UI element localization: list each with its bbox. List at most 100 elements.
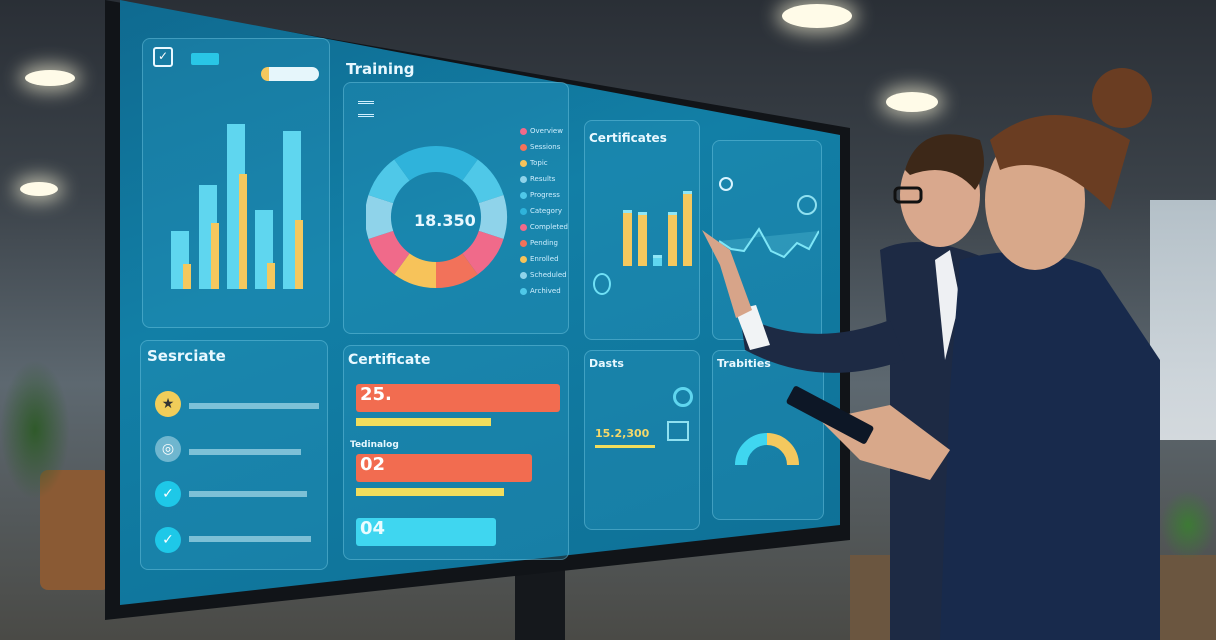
user-icon	[593, 273, 611, 295]
legend-label: Archived	[530, 287, 561, 295]
monitor-icon	[667, 421, 689, 441]
dasts-value: 15.2,300	[595, 427, 650, 440]
donut-segment	[394, 146, 437, 181]
plant	[0, 360, 70, 500]
phone-icon	[719, 177, 733, 191]
legend-dot-icon	[520, 271, 527, 279]
legend-item: Topic	[520, 155, 568, 171]
donut-segment	[435, 146, 478, 181]
certificate-title: Certificate	[348, 352, 431, 368]
progress-bar	[595, 445, 655, 448]
legend-dot-icon	[520, 143, 527, 151]
donut-chart	[366, 146, 507, 288]
certificates-bar-chart	[623, 191, 695, 266]
gauge-chart	[735, 433, 799, 466]
legend-item: Scheduled	[520, 267, 568, 283]
sesrciate-panel: Sesrciate ★ ◎ ✓ ✓	[140, 340, 328, 570]
donut-segment	[394, 253, 437, 288]
bar	[668, 212, 677, 266]
legend-item: Overview	[520, 123, 568, 139]
ceiling-light	[782, 4, 852, 28]
legend-item: Category	[520, 203, 568, 219]
target-icon	[673, 387, 693, 407]
legend-dot-icon	[520, 127, 527, 135]
certificate-bar-2: 02	[356, 454, 532, 482]
legend-dot-icon	[520, 159, 527, 167]
people	[702, 68, 1160, 640]
bar	[267, 262, 275, 289]
legend-dot-icon	[520, 191, 527, 199]
progress-bar	[356, 488, 504, 496]
legend-dot-icon	[520, 239, 527, 247]
list-item	[189, 403, 319, 409]
bar	[183, 264, 191, 289]
certificate-panel: Certificate 25. Tedinalog 02 04	[343, 345, 569, 560]
donut-value: 18.350	[414, 211, 476, 230]
bar	[239, 173, 247, 289]
list-item	[189, 449, 301, 455]
bar	[683, 191, 692, 266]
bar	[638, 212, 647, 266]
legend-label: Sessions	[530, 143, 561, 151]
dasts-panel: Dasts 15.2,300	[584, 350, 700, 530]
ceiling-light	[25, 70, 75, 86]
check-icon: ✓	[155, 527, 181, 553]
legend-dot-icon	[520, 207, 527, 215]
dasts-title: Dasts	[589, 357, 624, 370]
legend-item: Archived	[520, 283, 568, 299]
legend-item: Sessions	[520, 139, 568, 155]
line-chart	[719, 227, 819, 259]
check-icon: ✓	[155, 481, 181, 507]
ceiling-light	[20, 182, 58, 196]
certificate-bar-3: 04	[356, 518, 496, 546]
certificates-panel: Certificates	[584, 120, 700, 340]
check-icon[interactable]: ✓	[153, 47, 173, 67]
globe-icon	[797, 195, 817, 215]
legend-label: Overview	[530, 127, 563, 135]
bar	[295, 219, 303, 289]
award-icon: ★	[155, 391, 181, 417]
ceiling-light	[886, 92, 938, 112]
list-item	[189, 491, 307, 497]
donut-segment	[366, 195, 394, 239]
bar	[623, 209, 632, 266]
certificates-title: Certificates	[589, 131, 667, 145]
legend-item: Enrolled	[520, 251, 568, 267]
legend-dot-icon	[520, 223, 527, 231]
trend-panel	[712, 140, 822, 340]
filter-chip[interactable]	[191, 53, 219, 65]
legend-item: Progress	[520, 187, 568, 203]
trabities-panel: Trabities	[712, 350, 824, 520]
trabities-title: Trabities	[717, 357, 771, 370]
legend-label: Category	[530, 207, 562, 215]
legend-item: Results	[520, 171, 568, 187]
plant	[1160, 490, 1216, 560]
bar-chart-panel: ✓	[142, 38, 330, 328]
donut-segment	[368, 159, 411, 204]
donut-segment	[478, 195, 507, 239]
training-title: Training	[346, 60, 415, 78]
subtitle: Tedinalog	[350, 440, 399, 450]
sesrciate-title: Sesrciate	[147, 347, 226, 365]
legend-item: Completed	[520, 219, 568, 235]
certificate-bar-1: 25.	[356, 384, 560, 412]
menu-icon[interactable]	[358, 101, 374, 117]
bar-number: 25.	[360, 384, 392, 405]
bar	[653, 254, 662, 266]
legend-label: Enrolled	[530, 255, 559, 263]
progress-bar	[356, 418, 491, 426]
donut-segment	[435, 253, 478, 288]
donut-segment	[461, 230, 504, 275]
search-input[interactable]	[261, 67, 319, 81]
legend-label: Topic	[530, 159, 548, 167]
training-panel: 18.350 Overview Sessions Topic Results Progr…	[343, 82, 569, 334]
legend-label: Results	[530, 175, 556, 183]
bar	[211, 223, 219, 289]
legend-label: Progress	[530, 191, 560, 199]
legend-dot-icon	[520, 175, 527, 183]
list-item	[189, 536, 311, 542]
legend-dot-icon	[520, 287, 527, 295]
legend-item: Pending	[520, 235, 568, 251]
globe-icon: ◎	[155, 436, 181, 462]
donut-segment	[461, 159, 504, 204]
